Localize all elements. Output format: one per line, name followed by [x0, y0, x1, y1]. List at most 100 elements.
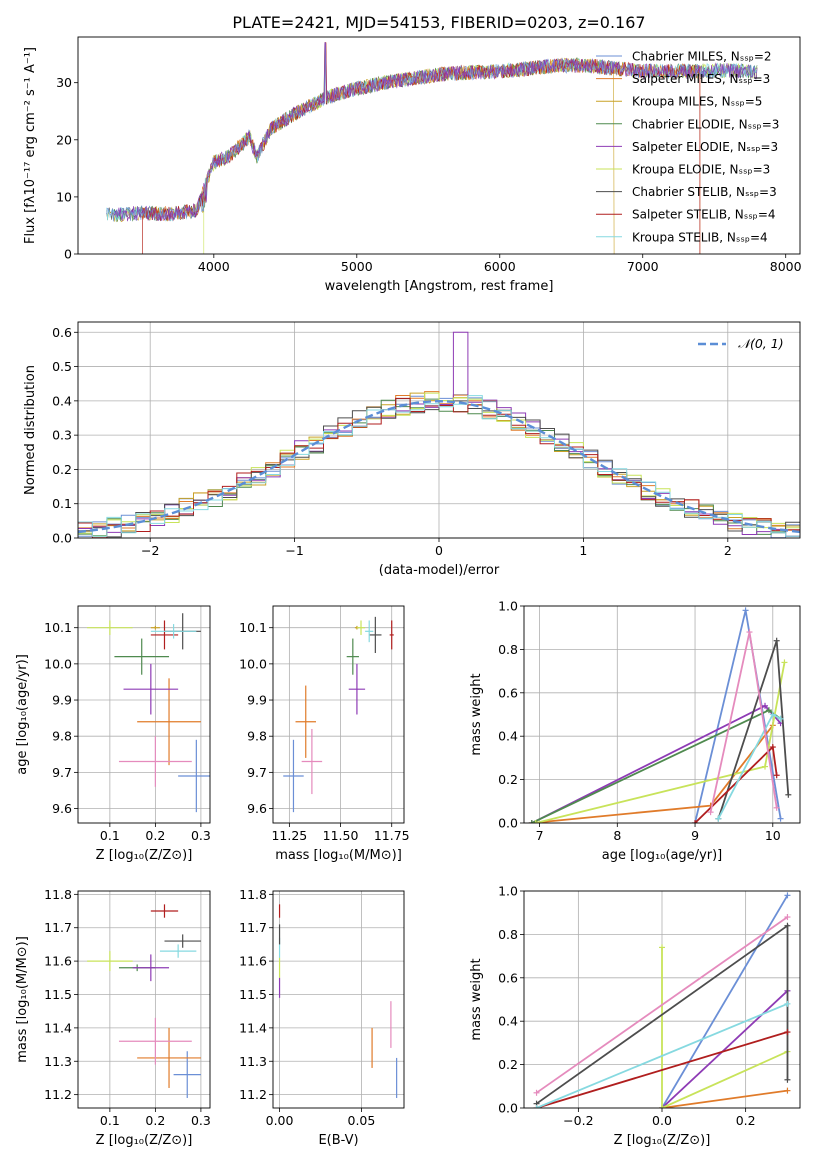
y-tick-label: 0.4 [498, 729, 518, 744]
legend-label: Salpeter STELIB, Nₛₛₚ=4 [632, 208, 776, 222]
x-tick-label: 0.05 [348, 1113, 376, 1128]
plot-area [87, 613, 210, 813]
weight-line [694, 610, 782, 823]
x-tick-label: −1 [285, 543, 303, 558]
age-vs-metallicity-panel: 0.1 0.2 0.3 9.6 9.7 9.8 9.9 10.0 10.1 Z [log₁₀(Z/… [15, 605, 211, 863]
x-tick-label: 1 [579, 543, 587, 558]
x-tick-label: 0.3 [191, 828, 211, 843]
y-tick-label: 11.5 [239, 987, 267, 1002]
x-tick-label: 8 [613, 828, 621, 843]
legend-label: Chabrier MILES, Nₛₛₚ=2 [632, 50, 772, 64]
axes-frame [272, 890, 405, 1109]
weight-line [536, 1031, 788, 1108]
x-axis-label: (data-model)/error [379, 563, 500, 578]
y-tick-label: 0 [64, 247, 72, 262]
legend-label: Chabrier STELIB, Nₛₛₚ=3 [632, 185, 777, 199]
y-tick-label: 11.6 [239, 954, 267, 969]
age-vs-mass-panel: 11.25 11.50 11.75 9.6 9.7 9.8 9.9 10.0 10.1 mass … [239, 605, 410, 863]
legend-label: Kroupa ELODIE, Nₛₛₚ=3 [632, 163, 770, 177]
legend-label: 𝒩(0, 1) [738, 336, 784, 351]
y-tick-label: 11.6 [44, 954, 72, 969]
x-tick-label: 8000 [770, 259, 802, 274]
y-tick-label: 9.9 [247, 693, 267, 708]
y-tick-label: 11.4 [44, 1020, 72, 1035]
histogram-step [78, 395, 800, 538]
x-tick-label: 0 [435, 543, 443, 558]
y-axis-label: mass [log₁₀(M/M⊙)] [15, 936, 30, 1063]
y-tick-label: 9.8 [52, 729, 72, 744]
y-tick-label: 9.6 [247, 801, 267, 816]
y-tick-label: 11.2 [239, 1087, 267, 1102]
x-axis-label: Z [log₁₀(Z/Z⊙)] [614, 1133, 711, 1148]
plot-area [533, 892, 791, 1108]
y-tick-label: 11.7 [44, 920, 72, 935]
x-tick-label: 0.2 [145, 828, 165, 843]
weight-line [661, 990, 789, 1108]
y-tick-label: 9.8 [247, 729, 267, 744]
x-tick-label: 11.50 [323, 828, 359, 843]
y-tick-label: 11.2 [44, 1087, 72, 1102]
y-tick-label: 0.2 [52, 462, 72, 477]
y-tick-label: 1.0 [498, 599, 518, 614]
plot-area [278, 904, 398, 1098]
figure-title: PLATE=2421, MJD=54153, FIBERID=0203, z=0… [232, 13, 645, 32]
x-tick-label: 0.1 [100, 828, 120, 843]
weight-line [661, 947, 788, 1108]
y-tick-label: 0.8 [498, 927, 518, 942]
y-tick-label: 1.0 [498, 884, 518, 899]
y-tick-label: 11.7 [239, 920, 267, 935]
x-tick-label: 5000 [341, 259, 373, 274]
y-tick-label: 0.2 [498, 772, 518, 787]
x-axis-label: wavelength [Angstrom, rest frame] [325, 279, 554, 294]
y-axis-label: mass weight [469, 673, 484, 755]
plot-area [78, 331, 800, 538]
x-tick-label: 9 [691, 828, 699, 843]
normal-curve [78, 399, 800, 534]
plot-area [87, 904, 201, 1098]
residual-histogram-panel: −2 −1 0 1 2 0.0 0.1 0.2 0.3 0.4 0.5 0.6 (data-model)… [23, 321, 801, 578]
y-tick-label: 11.5 [44, 987, 72, 1002]
x-tick-label: 7 [536, 828, 544, 843]
x-tick-label: −0.2 [563, 1113, 593, 1128]
y-tick-label: 0.8 [498, 642, 518, 657]
y-tick-label: 10.1 [239, 620, 267, 635]
y-tick-label: 9.6 [52, 801, 72, 816]
y-tick-label: 10.0 [239, 656, 267, 671]
y-tick-label: 0.3 [52, 428, 72, 443]
x-tick-label: 4000 [198, 259, 230, 274]
y-tick-label: 11.3 [239, 1054, 267, 1069]
axes-frame [523, 890, 801, 1109]
y-tick-label: 0.5 [52, 359, 72, 374]
y-tick-label: 30 [56, 75, 72, 90]
legend-label: Chabrier ELODIE, Nₛₛₚ=3 [632, 117, 779, 131]
y-tick-label: 9.7 [52, 765, 72, 780]
x-axis-label: Z [log₁₀(Z/Z⊙)] [96, 848, 193, 863]
y-tick-label: 10 [56, 189, 72, 204]
y-axis-label: age [log₁₀(age/yr)] [15, 654, 30, 775]
y-tick-label: 11.4 [239, 1020, 267, 1035]
y-tick-label: 0.0 [498, 816, 518, 831]
legend-label: Kroupa STELIB, Nₛₛₚ=4 [632, 230, 768, 244]
x-tick-label: 7000 [627, 259, 659, 274]
legend-label: Kroupa MILES, Nₛₛₚ=5 [632, 95, 762, 109]
axes-frame [77, 321, 801, 539]
axes-frame [77, 890, 211, 1109]
x-tick-label: 0.0 [652, 1113, 672, 1128]
y-axis-label: Flux [fλ10⁻¹⁷ erg cm⁻² s⁻¹ A⁻¹] [23, 47, 38, 244]
plot-area [283, 616, 394, 813]
weight-line [531, 709, 782, 823]
x-axis-label: age [log₁₀(age/yr)] [602, 848, 723, 863]
mass-vs-extinction-panel: 0.00 0.05 11.2 11.3 11.4 11.5 11.6 11.7 11.8 E(B-… [239, 887, 405, 1148]
weight-line [535, 662, 786, 823]
x-axis-label: Z [log₁₀(Z/Z⊙)] [96, 1133, 193, 1148]
y-tick-label: 0.6 [498, 970, 518, 985]
y-tick-label: 0.4 [498, 1014, 518, 1029]
y-tick-label: 0.6 [52, 325, 72, 340]
axes-frame [77, 605, 211, 824]
x-tick-label: 0.00 [266, 1113, 294, 1128]
x-tick-label: 6000 [484, 259, 516, 274]
weight-line [536, 1002, 788, 1108]
y-tick-label: 0.2 [498, 1057, 518, 1072]
legend-label: Salpeter MILES, Nₛₛₚ=3 [632, 72, 770, 86]
